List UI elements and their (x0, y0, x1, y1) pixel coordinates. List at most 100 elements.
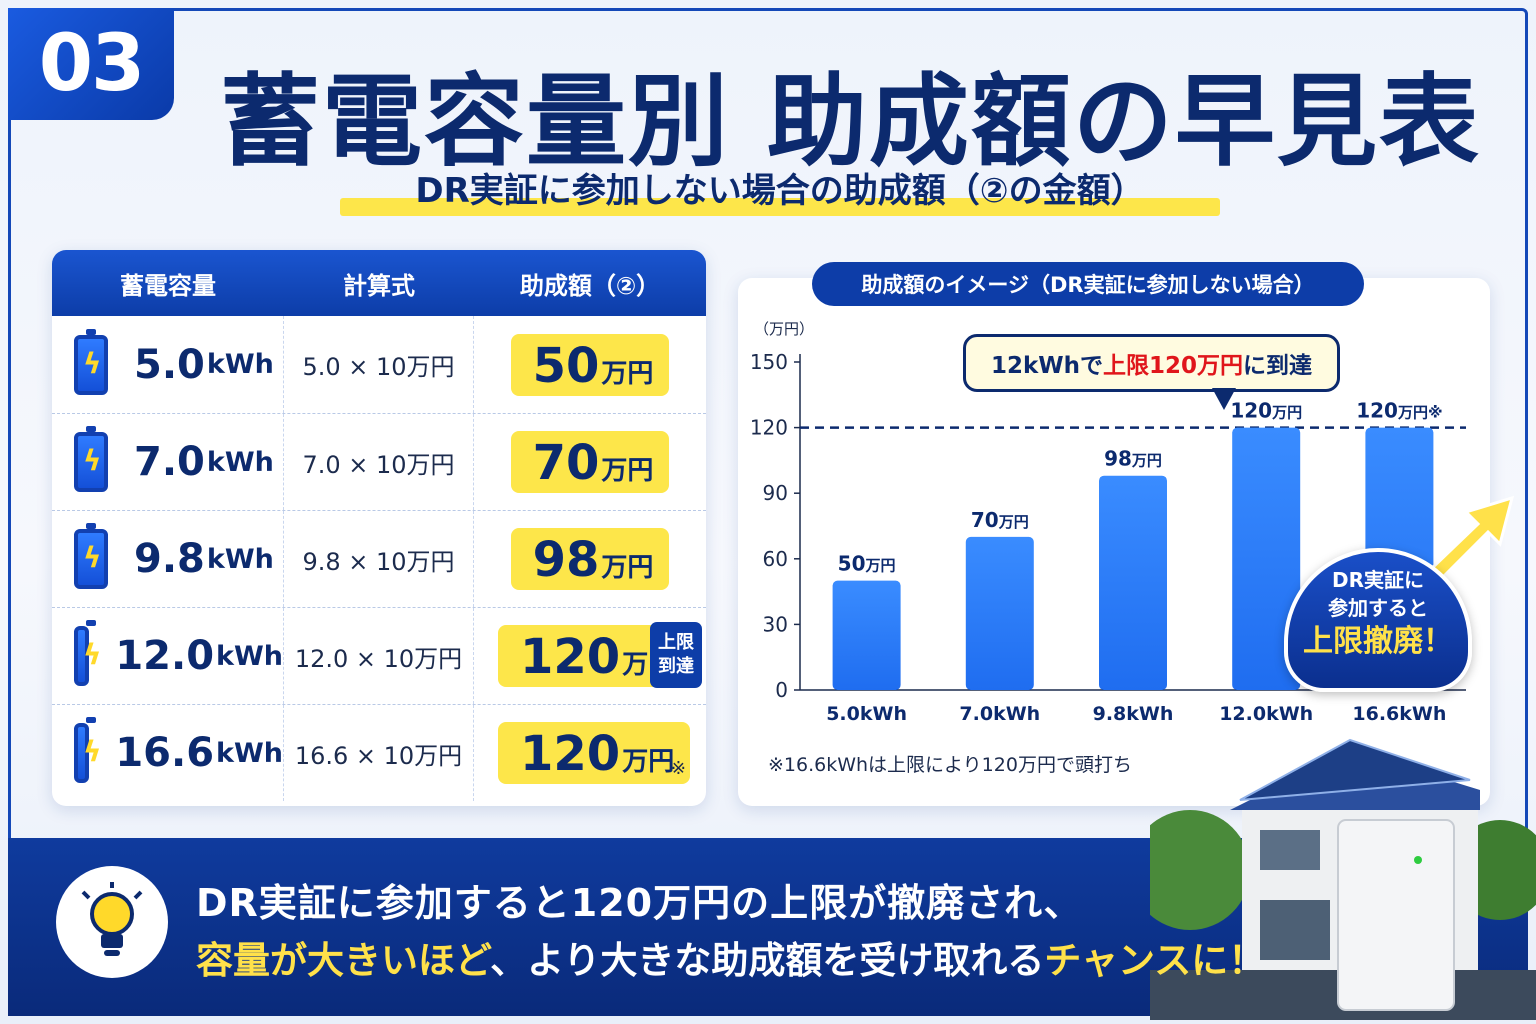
table-row: ϟ 9.8 kWh 9.8 × 10万円 98万円 (52, 510, 706, 607)
header-capacity: 蓄電容量 (120, 271, 216, 300)
amount-unit: 万円 (601, 456, 654, 486)
banner-highlight-2: チャンスに！ (1044, 939, 1266, 982)
table-header: 蓄電容量 計算式 助成額（②） (52, 250, 706, 316)
amount-unit: 万円 (622, 747, 675, 777)
formula-cell: 9.8 × 10万円 (284, 511, 474, 607)
capacity-value: 12.0 (115, 633, 215, 679)
house-illustration (1150, 738, 1536, 1020)
capacity-unit: kWh (216, 737, 283, 769)
capacity-unit: kWh (216, 640, 283, 672)
amount-unit: 万円 (601, 553, 654, 583)
callout-post: に到達 (1243, 353, 1313, 379)
amount-cell: 120万円 上限 到達 (474, 608, 706, 704)
header-amount: 助成額（②） (519, 271, 661, 300)
table-body: ϟ 5.0 kWh 5.0 × 10万円 50万円 ϟ 7.0 kWh 7.0 × … (52, 316, 706, 801)
bar (832, 580, 901, 690)
lightbulb-icon (81, 882, 143, 956)
amount-cell: 70万円 (474, 414, 706, 510)
bar (1232, 427, 1301, 690)
amount-pill: 50万円 (510, 333, 670, 396)
banner-highlight-1: 容量が大きいほど (196, 939, 491, 982)
dr-line1: DR実証に (1331, 568, 1424, 592)
x-tick-label: 16.6kWh (1352, 703, 1446, 725)
amount-pill: 120万円 (498, 722, 691, 784)
formula-cell: 12.0 × 10万円 (284, 608, 474, 704)
bar (965, 536, 1034, 690)
y-tick-label: 150 (750, 350, 788, 374)
limit-reached-tag: 上限 到達 (650, 622, 702, 688)
amount-cell: 98万円 (474, 511, 706, 607)
bar-value-label: 120万円 (1230, 399, 1302, 423)
amount-value: 120 (520, 629, 621, 685)
battery-icon: ϟ (74, 717, 101, 783)
battery-icon: ϟ (74, 426, 108, 492)
bar-value-label: 70万円 (971, 508, 1029, 532)
capacity-value: 7.0 (134, 439, 205, 485)
subtitle-block: DR実証に参加しない場合の助成額（②の金額） (340, 168, 1220, 220)
amount-value: 70 (532, 435, 600, 491)
x-tick-label: 12.0kWh (1219, 703, 1313, 725)
dr-line2: 参加すると (1328, 596, 1428, 620)
formula-cell: 16.6 × 10万円 (284, 705, 474, 801)
callout-tail (1212, 388, 1236, 410)
amount-cell: 120万円 ※ (474, 705, 706, 801)
bar-value-label: 50万円 (838, 552, 896, 576)
x-tick-label: 9.8kWh (1093, 703, 1174, 725)
section-number-badge: 03 (8, 8, 174, 120)
capacity-cell: ϟ 12.0 kWh (52, 608, 284, 704)
capacity-cell: ϟ 5.0 kWh (52, 316, 284, 413)
y-tick-label: 60 (763, 547, 788, 571)
amount-unit: 万円 (601, 358, 654, 389)
amount-value: 120 (520, 726, 621, 782)
table-row: ϟ 12.0 kWh 12.0 × 10万円 120万円 上限 到達 (52, 607, 706, 704)
subsidy-table: 蓄電容量 計算式 助成額（②） ϟ 5.0 kWh 5.0 × 10万円 50万円… (52, 250, 706, 806)
formula-cell: 7.0 × 10万円 (284, 414, 474, 510)
battery-icon: ϟ (74, 523, 108, 589)
callout-red: 上限120万円 (1103, 353, 1244, 379)
dr-big: 上限撤廃！ (1303, 624, 1453, 659)
capacity-cell: ϟ 7.0 kWh (52, 414, 284, 510)
banner-line1: DR実証に参加すると120万円の上限が撤廃され、 (196, 881, 1083, 925)
note-mark: ※ (670, 758, 686, 779)
subtitle-highlight (340, 198, 1220, 216)
amount-pill: 98万円 (510, 528, 670, 590)
capacity-value: 5.0 (134, 341, 205, 388)
bar (1099, 475, 1167, 690)
chart-footnote: ※16.6kWhは上限により120万円で頭打ち (768, 754, 1132, 776)
amount-value: 50 (532, 337, 600, 394)
capacity-value: 16.6 (115, 730, 215, 776)
x-tick-label: 7.0kWh (959, 703, 1040, 725)
header-formula: 計算式 (343, 271, 415, 300)
y-tick-label: 30 (763, 612, 788, 636)
capacity-cell: ϟ 16.6 kWh (52, 705, 284, 801)
table-row: ϟ 5.0 kWh 5.0 × 10万円 50万円 (52, 316, 706, 413)
capacity-unit: kWh (206, 543, 274, 575)
bar-value-label: 120万円※ (1356, 399, 1442, 423)
amount-pill: 70万円 (510, 431, 670, 493)
battery-icon: ϟ (74, 620, 101, 686)
battery-icon: ϟ (74, 328, 108, 395)
table-row: ϟ 7.0 kWh 7.0 × 10万円 70万円 (52, 413, 706, 510)
chart-title-pill: 助成額のイメージ（DR実証に参加しない場合） (812, 262, 1364, 306)
capacity-value: 9.8 (134, 536, 205, 582)
capacity-cell: ϟ 9.8 kWh (52, 511, 284, 607)
up-arrow-icon (1427, 495, 1515, 580)
limit-callout: 12kWhで 上限120万円 に到達 (963, 334, 1340, 392)
y-tick-label: 90 (763, 481, 788, 505)
banner-line2-mid: 、より大きな助成額を受け取れる (490, 939, 1045, 982)
capacity-unit: kWh (206, 446, 274, 478)
y-tick-label: 120 (750, 416, 788, 440)
y-axis-label: （万円） (754, 320, 814, 338)
lightbulb-badge (56, 866, 168, 978)
bar-value-label: 98万円 (1104, 447, 1162, 471)
page-title: 蓄電容量別 助成額の早見表 (220, 63, 1481, 180)
banner-line2: 容量が大きいほど、より大きな助成額を受け取れるチャンスに！ (196, 930, 1265, 984)
y-tick-label: 0 (775, 678, 788, 702)
page-subtitle: DR実証に参加しない場合の助成額（②の金額） (415, 171, 1145, 211)
table-row: ϟ 16.6 kWh 16.6 × 10万円 120万円 ※ (52, 704, 706, 801)
amount-cell: 50万円 (474, 316, 706, 413)
x-tick-label: 5.0kWh (826, 703, 907, 725)
amount-value: 98 (532, 532, 600, 588)
capacity-unit: kWh (206, 349, 274, 380)
formula-cell: 5.0 × 10万円 (284, 316, 474, 413)
